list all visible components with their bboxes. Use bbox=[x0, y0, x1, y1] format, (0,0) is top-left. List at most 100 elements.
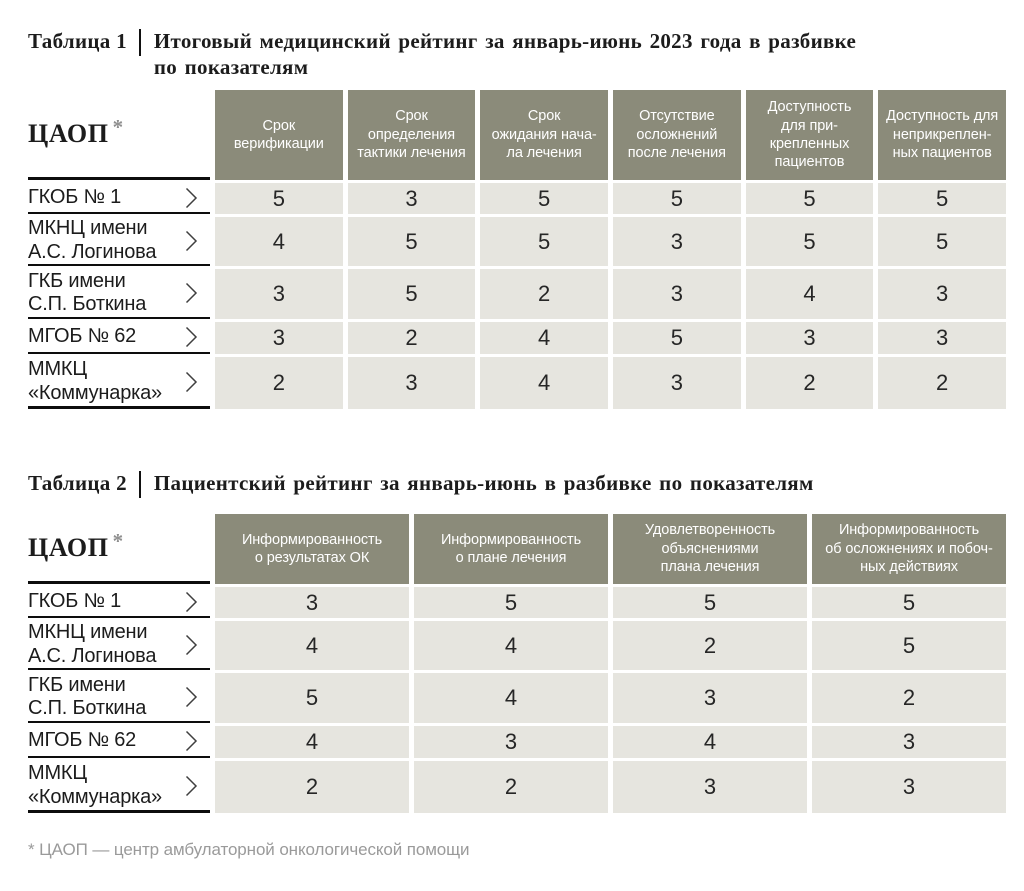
table-cell: 3 bbox=[414, 726, 608, 758]
footnote-text: * ЦАОП — центр амбулаторной онкологическ… bbox=[28, 840, 470, 859]
chevron-right-icon bbox=[185, 371, 198, 392]
column-header: Срок определения тактики лечения bbox=[347, 90, 476, 180]
table-cell: 3 bbox=[215, 587, 409, 618]
patient-rating-table: ЦАОП * Информированность о результатах ОК… bbox=[28, 514, 1006, 813]
row-name: МГОБ № 62 bbox=[28, 325, 137, 348]
chevron-right-icon bbox=[185, 775, 198, 796]
table-cell: 3 bbox=[612, 357, 741, 409]
table1-number-label: Таблица 1 bbox=[28, 29, 127, 53]
report-page: Таблица 1 Итоговый медицинский рейтинг з… bbox=[28, 28, 1006, 859]
table-cell: 2 bbox=[613, 621, 807, 670]
table-cell: 3 bbox=[812, 726, 1006, 758]
chevron-right-icon bbox=[185, 282, 198, 304]
corner-label: ЦАОП bbox=[28, 118, 109, 148]
table-cell: 2 bbox=[215, 761, 409, 813]
title-divider bbox=[138, 471, 141, 498]
table-cell: 5 bbox=[613, 587, 807, 618]
column-header: Доступность для при- крепленных пациенто… bbox=[745, 90, 874, 180]
row-header: МГОБ № 62 bbox=[28, 726, 210, 758]
row-header: МКНЦ имени А.С. Логинова bbox=[28, 621, 210, 670]
row-name: МКНЦ имени А.С. Логинова bbox=[28, 217, 157, 263]
chevron-right-icon bbox=[185, 187, 198, 208]
column-header: Срок верификации bbox=[215, 90, 343, 180]
table-cell: 2 bbox=[347, 322, 476, 354]
table-cell: 5 bbox=[745, 217, 874, 266]
table-cell: 3 bbox=[215, 269, 343, 319]
row-name: ГКОБ № 1 bbox=[28, 589, 122, 612]
table-cell: 5 bbox=[215, 673, 409, 723]
footnote-asterisk: * bbox=[112, 529, 124, 553]
table-cell: 5 bbox=[812, 587, 1006, 618]
row-name: ГКОБ № 1 bbox=[28, 185, 122, 208]
table-cell: 2 bbox=[480, 269, 608, 319]
table2-corner-header: ЦАОП * bbox=[28, 514, 210, 584]
medical-rating-table: ЦАОП * Срок верификации Срок определения … bbox=[28, 90, 1006, 409]
table-cell: 3 bbox=[878, 322, 1006, 354]
row-header: МКНЦ имени А.С. Логинова bbox=[28, 217, 210, 266]
table-cell: 3 bbox=[347, 357, 476, 409]
table2-title-text: Пациентский рейтинг за январь-июнь в раз… bbox=[153, 471, 814, 495]
table-cell: 3 bbox=[613, 673, 807, 723]
table1-title-row: Таблица 1 Итоговый медицинский рейтинг з… bbox=[28, 28, 1006, 80]
table-cell: 4 bbox=[480, 322, 608, 354]
row-name: МГОБ № 62 bbox=[28, 729, 137, 752]
row-header: МГОБ № 62 bbox=[28, 322, 210, 354]
row-name: МКНЦ имени А.С. Логинова bbox=[28, 621, 157, 667]
table-cell: 5 bbox=[878, 217, 1006, 266]
table-cell: 4 bbox=[414, 673, 608, 723]
row-header: ММКЦ «Коммунарка» bbox=[28, 761, 210, 813]
table-cell: 3 bbox=[347, 183, 476, 214]
title-divider bbox=[138, 29, 141, 56]
table-cell: 3 bbox=[878, 269, 1006, 319]
table1-title-text: Итоговый медицинский рейтинг за январь-и… bbox=[153, 29, 857, 79]
table-cell: 3 bbox=[215, 322, 343, 354]
column-header: Информированность о плане лечения bbox=[414, 514, 608, 584]
chevron-right-icon bbox=[185, 730, 198, 752]
table-cell: 2 bbox=[812, 673, 1006, 723]
corner-label: ЦАОП bbox=[28, 532, 109, 562]
row-header: ГКОБ № 1 bbox=[28, 587, 210, 618]
table-cell: 4 bbox=[414, 621, 608, 670]
table-cell: 5 bbox=[347, 269, 476, 319]
table-cell: 5 bbox=[215, 183, 343, 214]
table-cell: 5 bbox=[612, 322, 741, 354]
column-header: Отсутствие осложнений после лечения bbox=[612, 90, 741, 180]
table-cell: 4 bbox=[215, 726, 409, 758]
table-cell: 3 bbox=[612, 217, 741, 266]
table1-corner-header: ЦАОП * bbox=[28, 90, 210, 180]
table-cell: 2 bbox=[414, 761, 608, 813]
footnote-asterisk: * bbox=[112, 115, 124, 139]
table-cell: 5 bbox=[745, 183, 874, 214]
table-cell: 3 bbox=[613, 761, 807, 813]
column-header: Срок ожидания нача- ла лечения bbox=[480, 90, 608, 180]
table-cell: 2 bbox=[745, 357, 874, 409]
chevron-right-icon bbox=[185, 230, 198, 251]
row-name: ГКБ имени С.П. Боткина bbox=[28, 269, 147, 315]
row-header: ГКБ имени С.П. Боткина bbox=[28, 673, 210, 723]
table-cell: 3 bbox=[612, 269, 741, 319]
table-cell: 4 bbox=[480, 357, 608, 409]
table-cell: 5 bbox=[612, 183, 741, 214]
table-cell: 4 bbox=[215, 217, 343, 266]
table-cell: 5 bbox=[480, 217, 608, 266]
chevron-right-icon bbox=[185, 634, 198, 655]
table2-number-label: Таблица 2 bbox=[28, 471, 127, 495]
section-spacer bbox=[28, 409, 1006, 470]
column-header: Информированность об осложнениях и побоч… bbox=[812, 514, 1006, 584]
row-header: ММКЦ «Коммунарка» bbox=[28, 357, 210, 409]
table-cell: 4 bbox=[613, 726, 807, 758]
table-cell: 5 bbox=[414, 587, 608, 618]
table-cell: 5 bbox=[812, 621, 1006, 670]
table-cell: 4 bbox=[215, 621, 409, 670]
table-cell: 3 bbox=[745, 322, 874, 354]
table-cell: 3 bbox=[812, 761, 1006, 813]
column-header: Информированность о результатах ОК bbox=[215, 514, 409, 584]
chevron-right-icon bbox=[185, 326, 198, 348]
row-name: ММКЦ «Коммунарка» bbox=[28, 358, 162, 404]
table-cell: 5 bbox=[347, 217, 476, 266]
column-header: Удовлетворенность объяснениями плана леч… bbox=[613, 514, 807, 584]
column-header: Доступность для неприкреплен- ных пациен… bbox=[878, 90, 1006, 180]
row-name: ММКЦ «Коммунарка» bbox=[28, 762, 162, 808]
table2-title-row: Таблица 2 Пациентский рейтинг за январь-… bbox=[28, 470, 1006, 498]
row-header: ГКОБ № 1 bbox=[28, 183, 210, 214]
